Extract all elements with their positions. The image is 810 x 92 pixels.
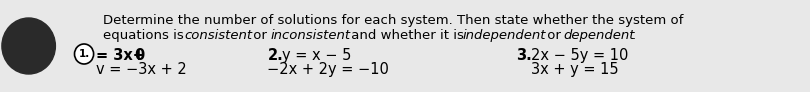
Text: or: or — [249, 29, 271, 42]
Circle shape — [2, 18, 55, 74]
Text: v = −3x + 2: v = −3x + 2 — [96, 62, 186, 77]
Text: consistent: consistent — [185, 29, 253, 42]
Text: equations is: equations is — [103, 29, 188, 42]
Text: = 3x+: = 3x+ — [96, 48, 144, 63]
Text: 2x − 5y = 10: 2x − 5y = 10 — [531, 48, 629, 63]
Text: 0: 0 — [134, 48, 145, 63]
Text: inconsistent: inconsistent — [271, 29, 351, 42]
Text: .: . — [632, 29, 636, 42]
Text: 1.: 1. — [79, 49, 90, 59]
Text: y = x − 5: y = x − 5 — [282, 48, 352, 63]
Text: −2x + 2y = −10: −2x + 2y = −10 — [267, 62, 390, 77]
Text: and whether it is: and whether it is — [347, 29, 468, 42]
Text: 2.: 2. — [267, 48, 284, 63]
Circle shape — [75, 44, 94, 64]
Text: dependent: dependent — [564, 29, 635, 42]
Text: Determine the number of solutions for each system. Then state whether the system: Determine the number of solutions for ea… — [103, 14, 684, 27]
Text: 3x + y = 15: 3x + y = 15 — [531, 62, 619, 77]
Text: independent: independent — [463, 29, 546, 42]
Text: or: or — [543, 29, 565, 42]
Text: 3.: 3. — [516, 48, 531, 63]
